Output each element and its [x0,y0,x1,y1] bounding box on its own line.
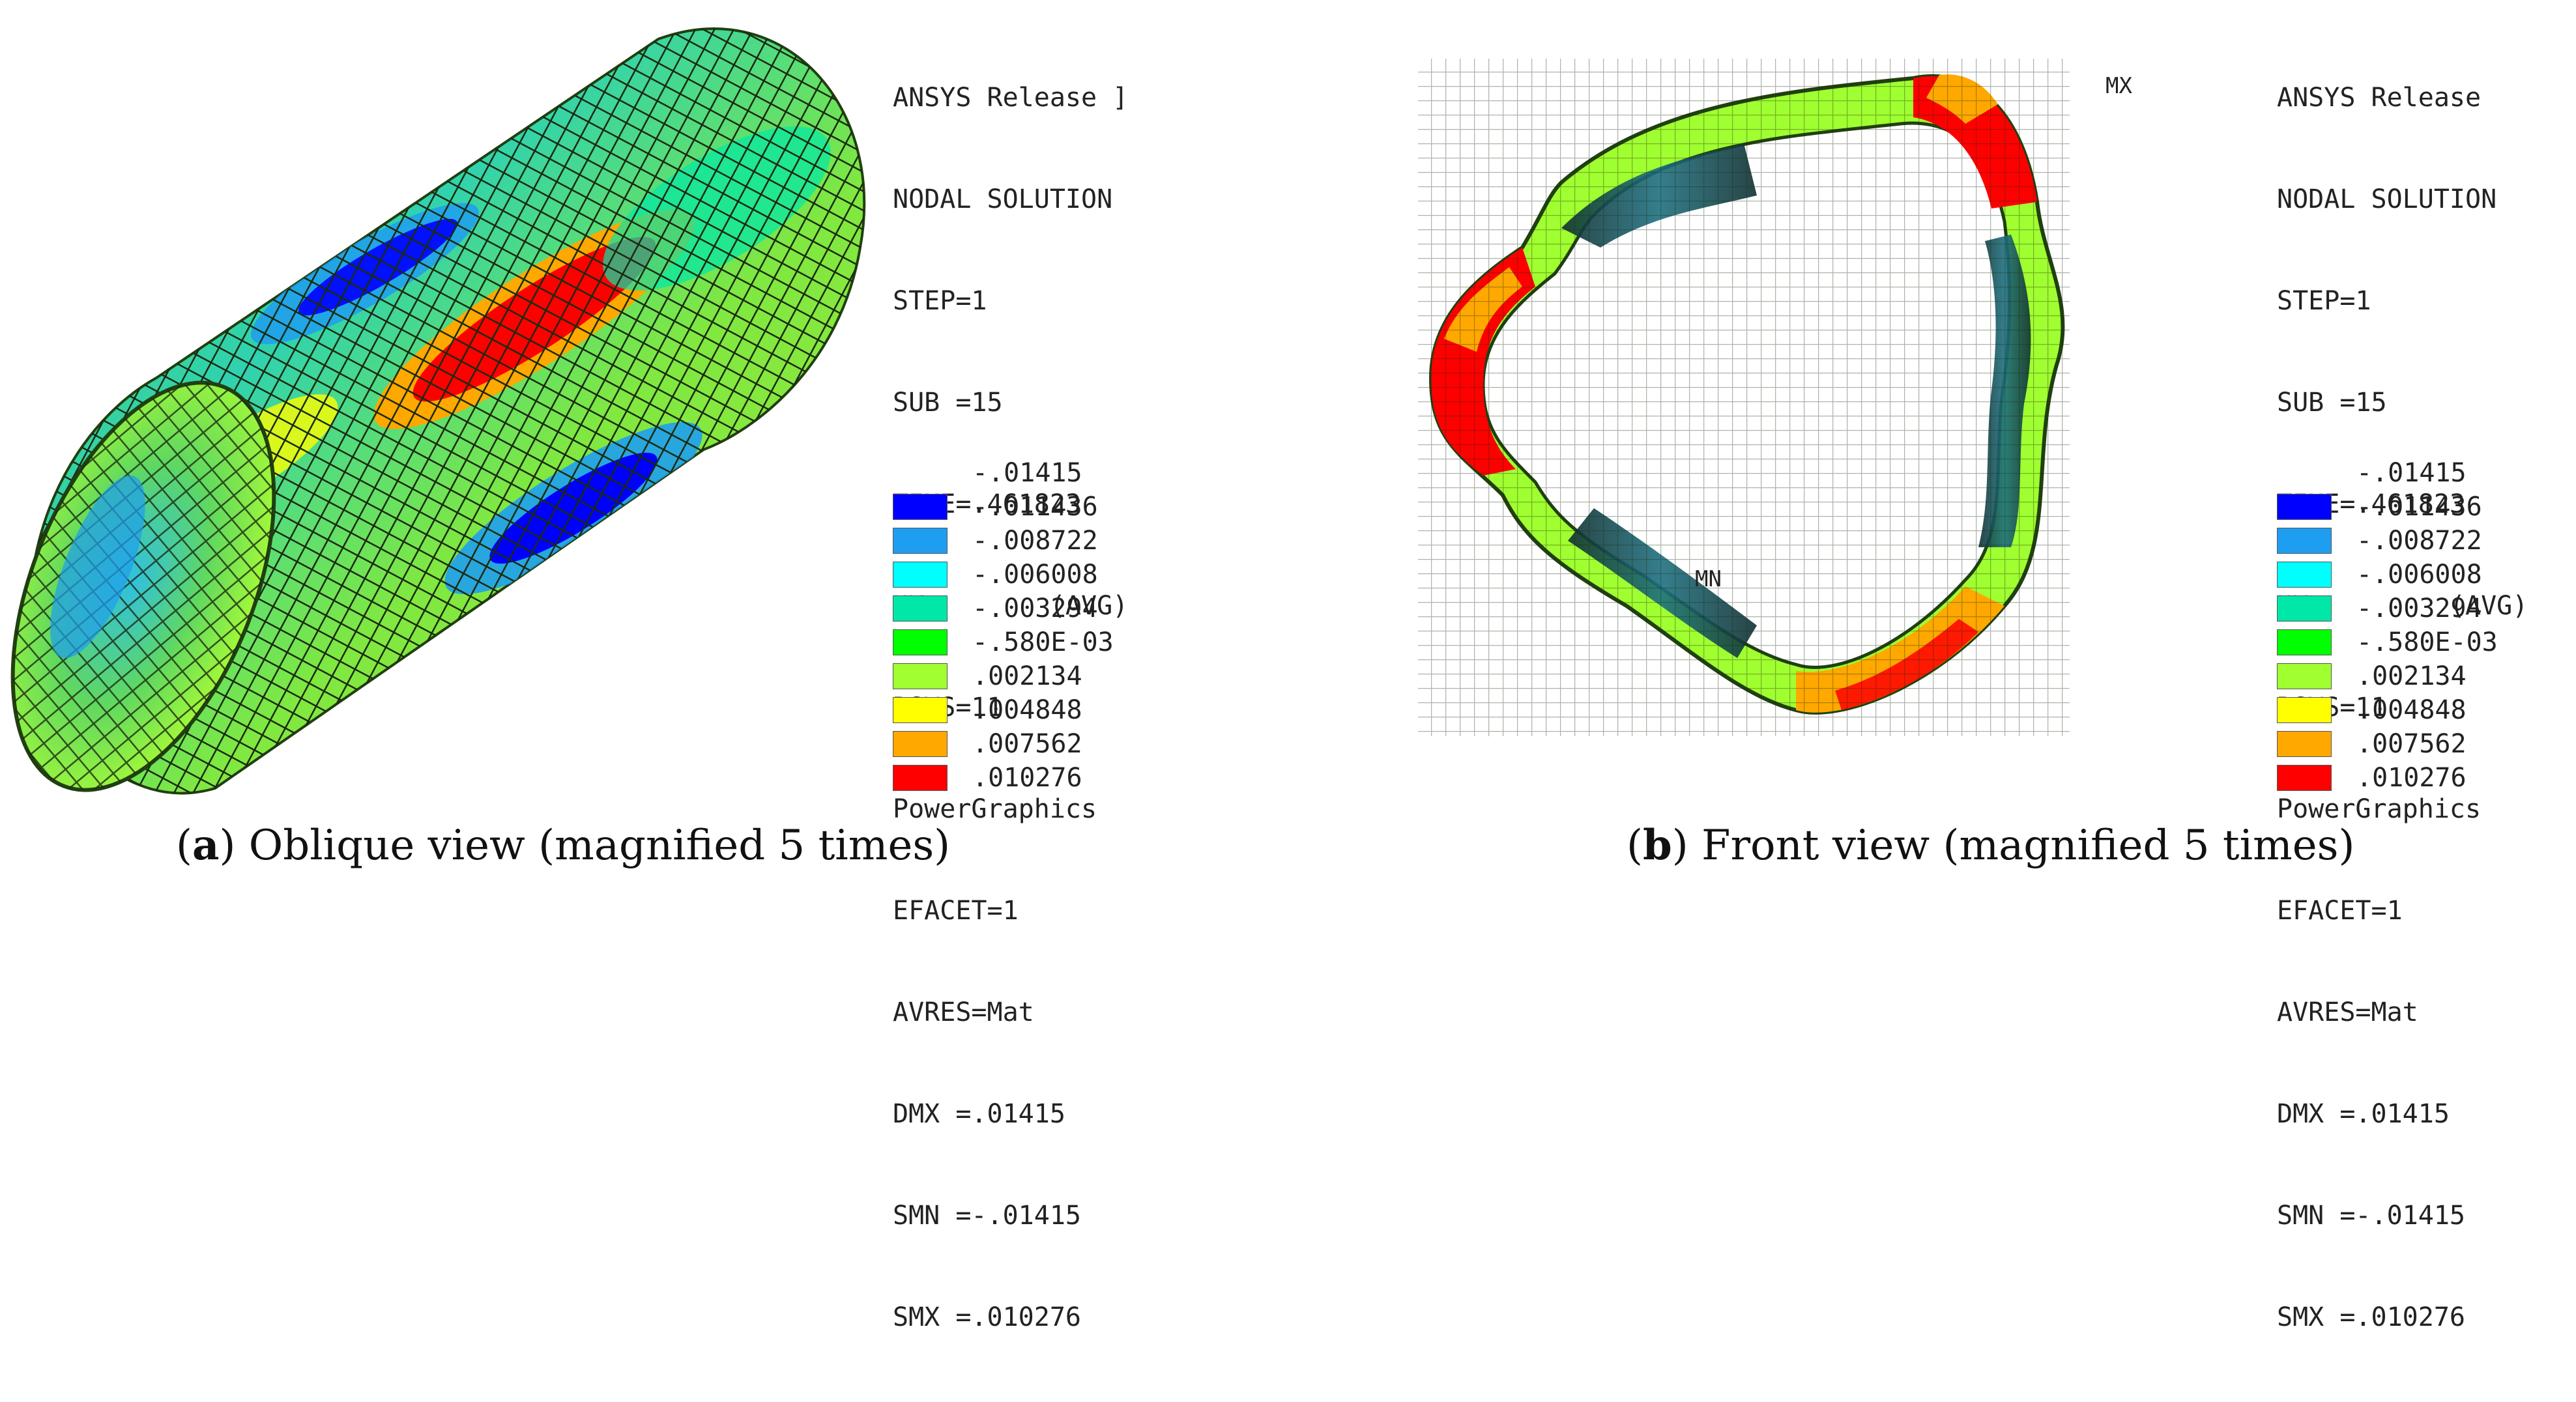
legend-entry: .010276 [2277,761,2467,795]
panel-oblique-view: ANSYS Release ] NODAL SOLUTION STEP=1 SU… [0,0,1288,1332]
info-line: AVRES=Mat [2277,997,2418,1027]
legend-swatch [893,765,948,791]
legend-min-label: -.01415 [972,456,1082,490]
legend-swatch [2277,629,2332,655]
cylinder-body [10,27,866,795]
info-line: STEP=1 [893,286,987,316]
legend-label: -.003294 [972,594,1098,623]
legend-swatch [2277,697,2332,723]
panel-front-view: MX MN ANSYS Release NODAL SOLUTION STEP=… [1288,0,2576,1332]
legend-entry: -.580E-03 [2277,625,2498,659]
info-line: SMX =.010276 [893,1302,1081,1332]
legend-entry: .002134 [893,659,1082,693]
legend-label: -.006008 [972,560,1098,590]
legend-label: .007562 [2356,729,2467,759]
max-marker-label: MX [2106,73,2132,99]
legend-swatch [2277,765,2332,791]
legend-entry: -.003294 [893,592,1098,625]
caption-text: Front view (magnified 5 times) [1688,822,2355,870]
legend-swatch [893,595,948,622]
legend-entry: .007562 [893,727,1082,761]
legend-label: .004848 [972,695,1082,725]
legend-swatch [2277,595,2332,622]
legend-swatch [2277,562,2332,588]
info-line: SUB =15 [893,388,1003,418]
legend-entry: .007562 [2277,727,2467,761]
front-ring-plot: MX MN [1418,59,2132,736]
legend-entry: .004848 [893,693,1082,727]
legend-entry: -.011436 [893,490,1098,524]
legend-swatch [2277,731,2332,757]
caption-a: (a) Oblique view (magnified 5 times) [176,821,951,870]
info-line: NODAL SOLUTION [2277,184,2497,214]
legend-swatch [893,562,948,588]
legend-swatch [2277,528,2332,554]
caption-b: (b) Front view (magnified 5 times) [1627,821,2355,870]
deformed-ring [1418,59,2070,736]
legend-swatch [893,494,948,520]
info-line: AVRES=Mat [893,997,1034,1027]
legend-label: -.003294 [2356,594,2482,623]
legend-swatch [893,629,948,655]
legend-swatch [893,528,948,554]
legend-entry: -.580E-03 [893,625,1114,659]
info-line: STEP=1 [2277,286,2371,316]
caption-letter: b [1642,821,1672,870]
color-legend: -.01415 -.011436 -.008722 -.006008 -.003294… [893,456,1206,795]
info-line: SMN =-.01415 [893,1201,1081,1231]
info-line: NODAL SOLUTION [893,184,1113,214]
legend-label: .010276 [2356,763,2467,793]
legend-label: .002134 [2356,661,2467,691]
legend-entry: -.006008 [2277,558,2482,592]
legend-swatch [2277,494,2332,520]
legend-entry: -.006008 [893,558,1098,592]
caption-letter: a [192,821,220,870]
info-line: EFACET=1 [893,896,1019,926]
legend-entry: .002134 [2277,659,2467,693]
info-line: PowerGraphics [893,794,1097,824]
info-line: DMX =.01415 [893,1099,1065,1129]
legend-min-label: -.01415 [2356,456,2467,490]
legend-label: -.011436 [2356,492,2482,522]
info-line: ANSYS Release ] [893,83,1129,113]
legend-swatch [893,663,948,689]
info-line: PowerGraphics [2277,794,2482,824]
oblique-cylinder-plot [10,27,866,795]
legend-entry: .010276 [893,761,1082,795]
legend-entry: -.011436 [2277,490,2482,524]
legend-label: .004848 [2356,695,2467,725]
legend-swatch [2277,663,2332,689]
legend-label: .007562 [972,729,1082,759]
info-line: SUB =15 [2277,388,2387,418]
caption-text: Oblique view (magnified 5 times) [235,822,951,870]
legend-label: -.008722 [2356,526,2482,556]
legend-label: .010276 [972,763,1082,793]
legend-label: -.011436 [972,492,1098,522]
legend-entry: -.003294 [2277,592,2482,625]
legend-entry: -.008722 [2277,524,2482,558]
legend-entry: .004848 [2277,693,2467,727]
min-marker-label: MN [1695,566,1722,592]
info-line: ANSYS Release [2277,83,2482,113]
legend-label: -.01415 [2356,458,2467,488]
legend-entry: -.008722 [893,524,1098,558]
info-line: SMX =.010276 [2277,1302,2465,1332]
legend-label: .002134 [972,661,1082,691]
legend-swatch [893,697,948,723]
info-line: EFACET=1 [2277,896,2403,926]
legend-label: -.580E-03 [2356,627,2498,657]
legend-label: -.006008 [2356,560,2482,590]
legend-label: -.580E-03 [972,627,1114,657]
legend-label: -.01415 [972,458,1082,488]
info-line: SMN =-.01415 [2277,1201,2465,1231]
legend-label: -.008722 [972,526,1098,556]
legend-swatch [893,731,948,757]
color-legend: -.01415 -.011436 -.008722 -.006008 -.003294… [2277,456,2570,795]
info-line: DMX =.01415 [2277,1099,2450,1129]
